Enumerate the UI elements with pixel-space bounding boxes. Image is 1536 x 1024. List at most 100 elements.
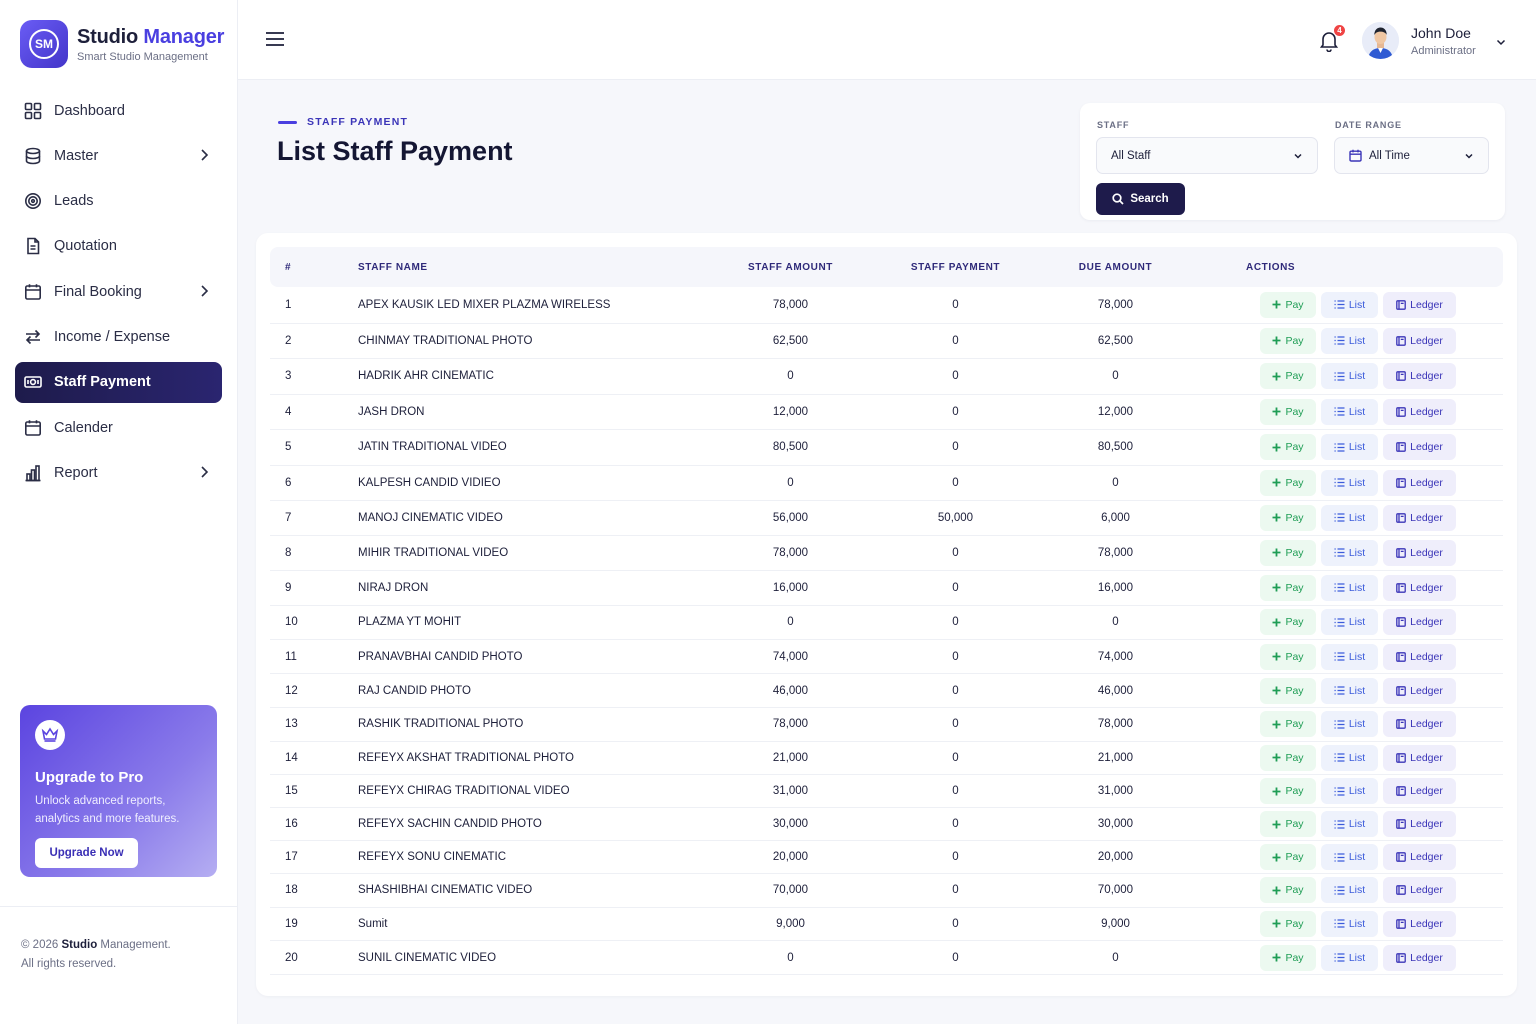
cell-staff-name: JATIN TRADITIONAL VIDEO bbox=[358, 429, 703, 466]
sidebar-item-staff-payment[interactable]: Staff Payment bbox=[15, 361, 222, 403]
column-header-due-amount[interactable]: DUE AMOUNT bbox=[1033, 247, 1198, 287]
brand[interactable]: SM Studio Manager Smart Studio Managemen… bbox=[20, 20, 224, 68]
list-button[interactable]: List bbox=[1321, 398, 1378, 425]
list-button[interactable]: List bbox=[1321, 291, 1378, 318]
sidebar-item-quotation[interactable]: Quotation bbox=[15, 226, 222, 267]
ledger-button[interactable]: Ledger bbox=[1383, 677, 1456, 704]
user-name[interactable]: John Doe bbox=[1411, 25, 1471, 41]
sidebar-nav: Dashboard Master Leads Quotation Final B… bbox=[15, 90, 222, 498]
plus-icon bbox=[1272, 953, 1281, 962]
cell-staff-amount: 31,000 bbox=[703, 774, 878, 808]
ledger-button[interactable]: Ledger bbox=[1383, 504, 1456, 531]
list-icon bbox=[1334, 618, 1345, 627]
ledger-button[interactable]: Ledger bbox=[1383, 944, 1456, 971]
list-button[interactable]: List bbox=[1321, 434, 1378, 461]
list-button-label: List bbox=[1348, 785, 1366, 797]
list-button[interactable]: List bbox=[1321, 327, 1378, 354]
ledger-button[interactable]: Ledger bbox=[1383, 643, 1456, 670]
date-range-select[interactable]: All Time bbox=[1334, 137, 1489, 174]
sidebar-item-master[interactable]: Master bbox=[15, 135, 222, 176]
list-button[interactable]: List bbox=[1321, 778, 1378, 804]
staff-select[interactable]: All Staff bbox=[1096, 137, 1318, 174]
list-button[interactable]: List bbox=[1321, 744, 1378, 771]
list-button[interactable]: List bbox=[1321, 539, 1378, 566]
list-button[interactable]: List bbox=[1321, 504, 1378, 531]
avatar[interactable] bbox=[1362, 22, 1399, 59]
pay-button[interactable]: Pay bbox=[1260, 944, 1316, 971]
pay-button[interactable]: Pay bbox=[1260, 291, 1316, 318]
pay-button[interactable]: Pay bbox=[1260, 844, 1316, 870]
ledger-button[interactable]: Ledger bbox=[1383, 398, 1456, 425]
sidebar-item-final-booking[interactable]: Final Booking bbox=[15, 271, 222, 312]
list-button[interactable]: List bbox=[1321, 811, 1378, 837]
pay-button[interactable]: Pay bbox=[1260, 504, 1316, 531]
upgrade-now-button[interactable]: Upgrade Now bbox=[35, 838, 138, 868]
pay-button[interactable]: Pay bbox=[1260, 877, 1316, 904]
list-button[interactable]: List bbox=[1321, 877, 1378, 904]
pay-button[interactable]: Pay bbox=[1260, 434, 1316, 461]
sidebar-item-income-expense[interactable]: Income / Expense bbox=[15, 316, 222, 357]
sidebar-footer: © 2026 Studio Management. All rights res… bbox=[21, 936, 171, 974]
cell-staff-name: PLAZMA YT MOHIT bbox=[358, 605, 703, 640]
pay-button-label: Pay bbox=[1285, 476, 1304, 489]
pay-button[interactable]: Pay bbox=[1260, 811, 1316, 837]
list-button[interactable]: List bbox=[1321, 574, 1378, 601]
ledger-button[interactable]: Ledger bbox=[1383, 291, 1456, 318]
ledger-button[interactable]: Ledger bbox=[1383, 327, 1456, 354]
pay-button[interactable]: Pay bbox=[1260, 398, 1316, 425]
pay-button[interactable]: Pay bbox=[1260, 711, 1316, 738]
ledger-button[interactable]: Ledger bbox=[1383, 910, 1456, 937]
list-button[interactable]: List bbox=[1321, 609, 1378, 636]
column-header-staff-name[interactable]: STAFF NAME bbox=[358, 247, 703, 287]
ledger-button[interactable]: Ledger bbox=[1383, 811, 1456, 837]
pay-button[interactable]: Pay bbox=[1260, 574, 1316, 601]
pay-button[interactable]: Pay bbox=[1260, 677, 1316, 704]
sidebar-item-dashboard[interactable]: Dashboard bbox=[15, 90, 222, 131]
arrows-exchange-icon bbox=[23, 327, 43, 347]
upgrade-promo-card: Upgrade to Pro Unlock advanced reports, … bbox=[20, 705, 217, 877]
ledger-button[interactable]: Ledger bbox=[1383, 363, 1456, 390]
pay-button[interactable]: Pay bbox=[1260, 363, 1316, 390]
table-row: 13 RASHIK TRADITIONAL PHOTO 78,000 0 78,000 P… bbox=[270, 707, 1503, 742]
list-button[interactable]: List bbox=[1321, 363, 1378, 390]
list-button[interactable]: List bbox=[1321, 910, 1378, 937]
cell-staff-payment: 0 bbox=[878, 358, 1033, 395]
ledger-button[interactable]: Ledger bbox=[1383, 844, 1456, 870]
column-header-staff-payment[interactable]: STAFF PAYMENT bbox=[878, 247, 1033, 287]
ledger-button[interactable]: Ledger bbox=[1383, 434, 1456, 461]
pay-button-label: Pay bbox=[1285, 581, 1304, 594]
list-button[interactable]: List bbox=[1321, 469, 1378, 496]
hamburger-menu-icon[interactable] bbox=[265, 31, 285, 49]
list-button[interactable]: List bbox=[1321, 944, 1378, 971]
ledger-icon bbox=[1396, 885, 1406, 896]
ledger-button[interactable]: Ledger bbox=[1383, 778, 1456, 804]
sidebar-item-calender[interactable]: Calender bbox=[15, 407, 222, 448]
bell-icon[interactable] bbox=[1319, 30, 1341, 54]
list-button[interactable]: List bbox=[1321, 711, 1378, 738]
sidebar-item-report[interactable]: Report bbox=[15, 452, 222, 493]
pay-button[interactable]: Pay bbox=[1260, 744, 1316, 771]
ledger-button[interactable]: Ledger bbox=[1383, 877, 1456, 904]
ledger-button[interactable]: Ledger bbox=[1383, 539, 1456, 566]
pay-button[interactable]: Pay bbox=[1260, 539, 1316, 566]
ledger-button[interactable]: Ledger bbox=[1383, 469, 1456, 496]
pay-button[interactable]: Pay bbox=[1260, 910, 1316, 937]
pay-button[interactable]: Pay bbox=[1260, 469, 1316, 496]
ledger-button[interactable]: Ledger bbox=[1383, 711, 1456, 738]
pay-button[interactable]: Pay bbox=[1260, 643, 1316, 670]
search-button[interactable]: Search bbox=[1096, 183, 1185, 215]
list-button[interactable]: List bbox=[1321, 844, 1378, 870]
ledger-button[interactable]: Ledger bbox=[1383, 609, 1456, 636]
list-button[interactable]: List bbox=[1321, 677, 1378, 704]
ledger-button[interactable]: Ledger bbox=[1383, 574, 1456, 601]
chevron-down-icon[interactable] bbox=[1495, 35, 1507, 47]
column-header-staff-amount[interactable]: STAFF AMOUNT bbox=[703, 247, 878, 287]
ledger-button[interactable]: Ledger bbox=[1383, 744, 1456, 771]
pay-button[interactable]: Pay bbox=[1260, 327, 1316, 354]
ledger-button-label: Ledger bbox=[1410, 917, 1443, 930]
sidebar-item-leads[interactable]: Leads bbox=[15, 181, 222, 222]
pay-button[interactable]: Pay bbox=[1260, 778, 1316, 804]
list-button[interactable]: List bbox=[1321, 643, 1378, 670]
cell-staff-amount: 78,000 bbox=[703, 707, 878, 742]
pay-button[interactable]: Pay bbox=[1260, 609, 1316, 636]
